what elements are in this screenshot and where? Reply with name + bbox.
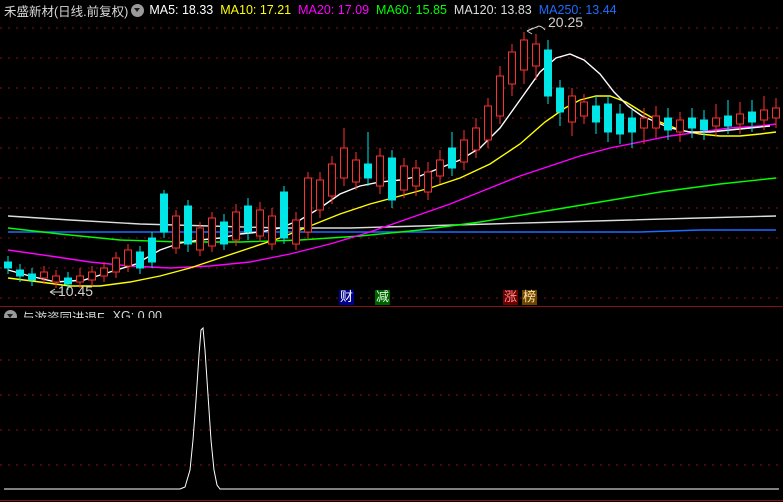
watermark-glyph-4: 榜 (522, 290, 537, 305)
high-marker-arrow (526, 25, 546, 35)
watermark-glyph-1: 财 (339, 290, 354, 305)
watermark-glyph-3: 涨 (503, 290, 518, 305)
legend-ma120[interactable]: MA120: 13.83 (453, 3, 532, 17)
legend-ma20[interactable]: MA20: 17.09 (298, 3, 370, 17)
legend-ma60[interactable]: MA60: 15.85 (376, 3, 447, 17)
indicator-chart-canvas[interactable] (0, 318, 783, 502)
legend-ma250[interactable]: MA250: 13.44 (538, 3, 617, 17)
price-chart-panel[interactable] (0, 20, 783, 306)
stock-title: 禾盛新材(日线.前复权) (4, 4, 129, 19)
low-price-annotation: 10.45 (58, 283, 94, 299)
low-marker-arrow (49, 285, 63, 296)
price-chart-canvas[interactable] (0, 20, 783, 306)
legend-ma10[interactable]: MA10: 17.21 (220, 3, 292, 17)
legend-ma5[interactable]: MA5: 18.33 (149, 3, 214, 17)
candlestick-series (4, 32, 780, 290)
indicator-grid (0, 359, 783, 466)
high-price-annotation: 20.25 (548, 14, 584, 30)
indicator-line (4, 326, 779, 490)
panel-divider-top (0, 306, 783, 307)
chevron-down-circle-icon[interactable] (131, 3, 145, 17)
indicator-chart-panel[interactable] (0, 318, 783, 502)
watermark-glyph-2: 减 (375, 290, 390, 305)
panel-divider-bottom (0, 500, 783, 501)
chart-header: 禾盛新材(日线.前复权) MA5: 18.33 MA10: 17.21 MA20… (0, 0, 783, 20)
